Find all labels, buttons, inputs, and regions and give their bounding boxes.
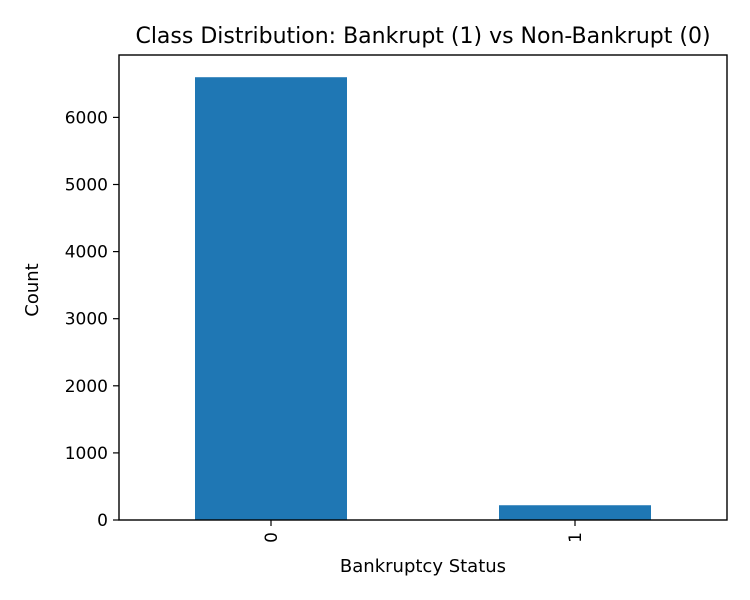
x-tick-label: 1: [566, 532, 586, 543]
x-axis-label: Bankruptcy Status: [340, 556, 506, 577]
bar-0: [195, 77, 347, 520]
y-tick-label: 1000: [65, 444, 108, 464]
y-tick-label: 0: [97, 511, 108, 531]
plot-area: [195, 77, 651, 520]
x-tick-label: 0: [262, 532, 282, 543]
y-tick-label: 6000: [65, 108, 108, 128]
y-tick-label: 3000: [65, 310, 108, 330]
y-tick-label: 4000: [65, 243, 108, 263]
y-axis-label: Count: [22, 263, 43, 316]
plot-frame: [118, 54, 728, 521]
y-axis: 0 1000 2000 3000 4000 5000 6000: [65, 108, 119, 531]
bar-1: [499, 505, 651, 520]
chart-title: Class Distribution: Bankrupt (1) vs Non-…: [135, 24, 710, 49]
y-tick-label: 2000: [65, 377, 108, 397]
y-tick-label: 5000: [65, 176, 108, 196]
